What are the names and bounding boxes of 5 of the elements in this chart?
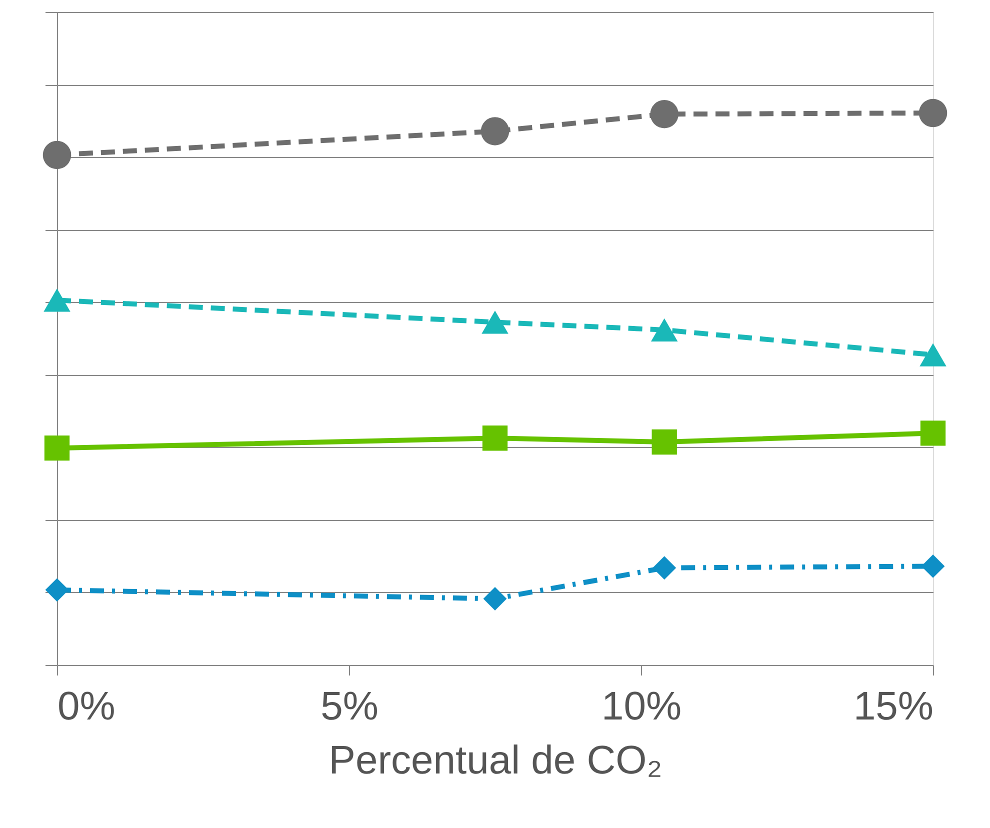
- x-tick-label: 10%: [601, 684, 682, 728]
- x-tick-label: 0%: [58, 684, 116, 728]
- x-axis-title: Percentual de CO₂: [328, 738, 662, 782]
- x-tick-label: 5%: [320, 684, 378, 728]
- x-tick-label: 15%: [853, 684, 934, 728]
